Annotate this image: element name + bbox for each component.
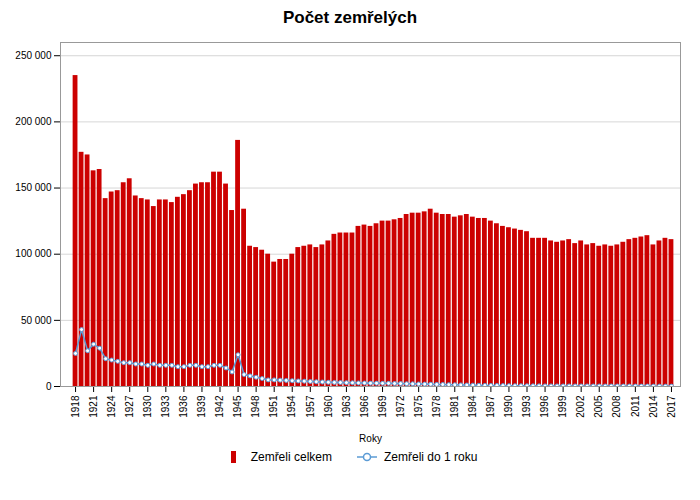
html-text:Zemřeli celkem: Zemřeli celkem [250, 450, 332, 464]
svg-text:Roky: Roky [359, 433, 382, 444]
svg-text:100 000: 100 000 [15, 248, 52, 259]
svg-text:0: 0 [46, 381, 52, 392]
svg-text:1924: 1924 [106, 395, 117, 418]
svg-text:1969: 1969 [377, 395, 388, 418]
svg-text:1939: 1939 [196, 395, 207, 418]
svg-text:250 000: 250 000 [15, 50, 52, 61]
svg-text:1945: 1945 [232, 395, 243, 418]
svg-text:1951: 1951 [268, 395, 279, 418]
svg-text:1999: 1999 [557, 395, 568, 418]
svg-text:1957: 1957 [305, 395, 316, 418]
svg-text:150 000: 150 000 [15, 182, 52, 193]
svg-text:2011: 2011 [630, 395, 641, 417]
svg-text:2017: 2017 [666, 395, 677, 418]
svg-text:2008: 2008 [611, 395, 622, 418]
svg-text:1984: 1984 [467, 395, 478, 418]
svg-text:1948: 1948 [250, 395, 261, 418]
svg-text:1975: 1975 [413, 395, 424, 418]
svg-text:1936: 1936 [178, 395, 189, 418]
svg-text:2005: 2005 [593, 395, 604, 418]
svg-text:1996: 1996 [539, 395, 550, 418]
html-text:Počet zemřelých: Počet zemřelých [282, 8, 418, 27]
svg-text:2014: 2014 [648, 395, 659, 418]
svg-text:1927: 1927 [124, 395, 135, 418]
svg-text:1921: 1921 [88, 395, 99, 418]
svg-text:1918: 1918 [70, 395, 81, 418]
svg-text:1930: 1930 [142, 395, 153, 418]
svg-text:1981: 1981 [449, 395, 460, 418]
svg-text:1963: 1963 [341, 395, 352, 418]
svg-text:1993: 1993 [521, 395, 532, 418]
svg-text:1954: 1954 [286, 395, 297, 418]
svg-text:1972: 1972 [395, 395, 406, 418]
svg-text:1960: 1960 [323, 395, 334, 418]
svg-text:2002: 2002 [575, 395, 586, 418]
svg-text:50 000: 50 000 [21, 315, 52, 326]
svg-text:1933: 1933 [160, 395, 171, 418]
svg-text:200 000: 200 000 [15, 116, 52, 127]
html-text:Zemřeli do 1 roku: Zemřeli do 1 roku [384, 450, 478, 464]
svg-text:1966: 1966 [359, 395, 370, 418]
svg-text:1987: 1987 [485, 395, 496, 418]
svg-text:1978: 1978 [431, 395, 442, 418]
svg-text:1990: 1990 [503, 395, 514, 418]
svg-text:1942: 1942 [214, 395, 225, 418]
